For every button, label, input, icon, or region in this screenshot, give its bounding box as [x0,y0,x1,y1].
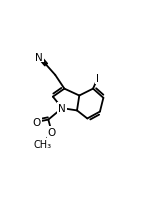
Text: CH₃: CH₃ [34,139,52,149]
Text: N: N [35,52,43,62]
Text: N: N [58,104,66,114]
Text: I: I [96,74,99,84]
Text: O: O [48,128,56,138]
Text: O: O [33,117,41,127]
